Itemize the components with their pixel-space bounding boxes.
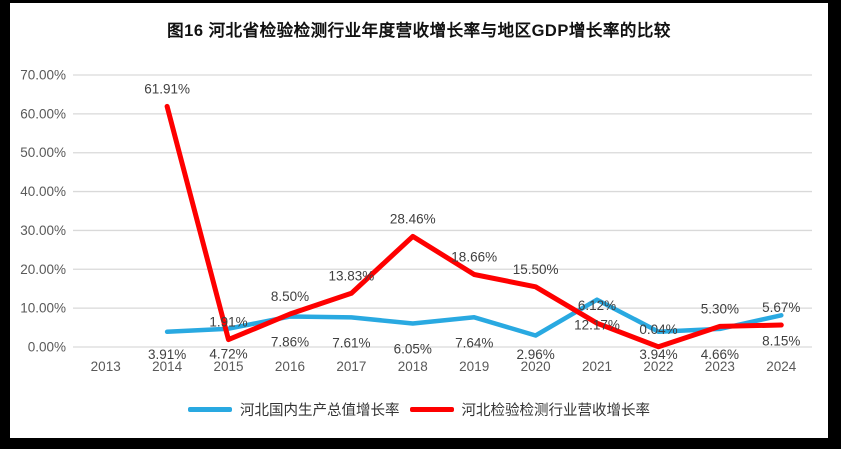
data-label: 7.86% — [271, 334, 309, 349]
chart-title: 图16 河北省检验检测行业年度营收增长率与地区GDP增长率的比较 — [167, 22, 671, 40]
y-axis-tick-label: 60.00% — [20, 106, 66, 121]
data-label: 13.83% — [328, 268, 374, 283]
data-label: 4.72% — [209, 347, 247, 362]
data-label: 4.66% — [701, 347, 739, 362]
chart-canvas: 图16 河北省检验检测行业年度营收增长率与地区GDP增长率的比较 0.00% 10… — [10, 3, 828, 438]
x-axis-tick-label: 2013 — [91, 359, 121, 374]
x-axis-tick-label: 2024 — [766, 359, 797, 374]
x-axis-tick-label: 2019 — [459, 359, 489, 374]
y-axis-tick-label: 30.00% — [20, 223, 66, 238]
x-axis-tick-label: 2017 — [336, 359, 366, 374]
x-axis-tick-label: 2016 — [275, 359, 305, 374]
data-label: 15.50% — [513, 262, 559, 277]
data-label: 61.91% — [144, 81, 190, 96]
legend-label: 河北国内生产总值增长率 — [240, 403, 400, 419]
data-label: 6.12% — [578, 298, 616, 313]
x-axis-tick-label: 2020 — [521, 359, 551, 374]
data-label: 28.46% — [390, 211, 436, 226]
x-axis-tick-label: 2023 — [705, 359, 735, 374]
data-label: 5.67% — [762, 300, 800, 315]
data-label: 1.91% — [209, 315, 247, 330]
data-label: 8.15% — [762, 333, 800, 348]
y-axis-tick-label: 10.00% — [20, 301, 66, 316]
data-label: 3.91% — [148, 347, 186, 362]
data-label: 2.96% — [516, 347, 554, 362]
legend-item-0[interactable]: 河北国内生产总值增长率 — [188, 399, 400, 420]
series-line-1 — [164, 103, 784, 350]
data-label: 6.05% — [394, 341, 432, 356]
legend-label: 河北检验检测行业营收增长率 — [461, 403, 651, 419]
x-axis-tick-label: 2021 — [582, 359, 612, 374]
y-axis-tick-label: 50.00% — [20, 145, 66, 160]
data-label: 5.30% — [701, 301, 739, 316]
series-line-0 — [164, 297, 784, 338]
data-label: 3.94% — [639, 347, 677, 362]
data-label: 12.17% — [574, 318, 620, 333]
x-axis-tick-label: 2014 — [152, 359, 183, 374]
legend-swatch-icon — [188, 407, 232, 412]
y-axis-tick-label: 20.00% — [20, 262, 66, 277]
x-axis-tick-label: 2015 — [214, 359, 244, 374]
chart-legend: 河北国内生产总值增长率 河北检验检测行业营收增长率 — [10, 399, 828, 420]
data-label: 0.04% — [639, 322, 677, 337]
data-label: 7.61% — [332, 335, 370, 350]
legend-item-1[interactable]: 河北检验检测行业营收增长率 — [409, 399, 651, 420]
data-label: 7.64% — [455, 335, 493, 350]
data-label: 18.66% — [451, 249, 497, 264]
x-axis-tick-label: 2022 — [643, 359, 673, 374]
x-axis-tick-label: 2018 — [398, 359, 428, 374]
data-label: 8.50% — [271, 289, 309, 304]
y-axis-tick-label: 0.00% — [28, 340, 66, 355]
y-axis-tick-label: 40.00% — [20, 184, 66, 199]
y-axis-tick-label: 70.00% — [20, 68, 66, 83]
plot-area: 0.00% 10.00% 20.00% 30.00% 40.00% 50.00% 60.00… — [20, 68, 812, 374]
legend-swatch-icon — [409, 407, 454, 412]
